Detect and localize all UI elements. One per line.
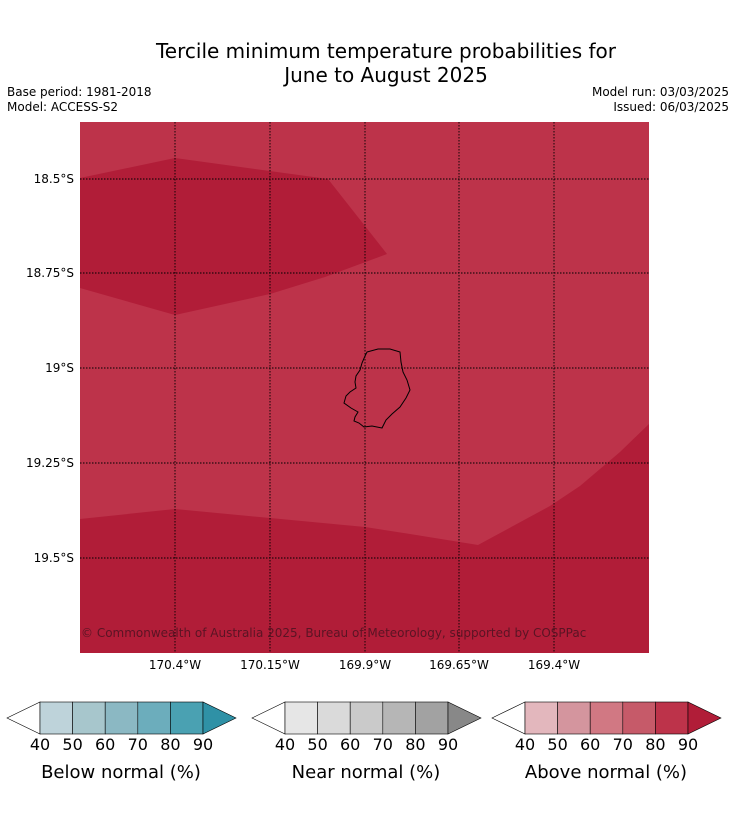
cbar-swatch [622, 701, 656, 735]
cbar-swatch [251, 701, 286, 735]
model-name: Model: ACCESS-S2 [7, 100, 119, 114]
longitude-label: 169.4°W [527, 658, 581, 672]
colorbar-tick: 40 [514, 735, 536, 754]
colorbar-tick: 50 [307, 735, 328, 754]
cbar-swatch [382, 701, 416, 735]
colorbar-label-below-normal: Below normal (%) [41, 762, 201, 783]
longitude-label: 170.15°W [240, 658, 300, 672]
cbar-swatch [524, 701, 558, 735]
longitude-label: 169.65°W [429, 658, 489, 672]
figure-title: Tercile minimum temperature probabilitie… [0, 39, 736, 87]
colorbar-tick: 90 [192, 735, 214, 754]
colorbar-below-normal-ticks: 40 50 60 70 80 90 [6, 736, 236, 756]
issued-date: Issued: 06/03/2025 [613, 100, 729, 114]
cbar-swatch [284, 701, 318, 735]
title-line-2: June to August 2025 [284, 63, 488, 87]
colorbar-tick: 50 [547, 735, 568, 754]
colorbar-below-normal-swatches [6, 701, 237, 735]
island-coastline [343, 348, 411, 429]
region-above-90-south [80, 424, 649, 653]
colorbar-tick: 70 [372, 735, 393, 754]
colorbar-near-normal-swatches [251, 701, 482, 735]
colorbar-tick: 60 [340, 735, 361, 754]
model-run: Model run: 03/03/2025 [591, 85, 729, 99]
meta-left: Base period: 1981-2018 Model: ACCESS-S2 [7, 85, 152, 115]
latitude-label: 18.75°S [26, 266, 74, 280]
colorbar-above-normal-ticks: 40 50 60 70 80 90 [491, 736, 721, 756]
cbar-swatch [6, 701, 41, 735]
cbar-swatch [317, 701, 351, 735]
colorbar-tick: 90 [437, 735, 459, 754]
colorbar-above-normal-swatches [491, 701, 722, 735]
colorbar-tick: 60 [95, 735, 116, 754]
base-period: Base period: 1981-2018 [7, 85, 152, 99]
region-above-90-north [80, 158, 387, 315]
cbar-swatch [202, 701, 237, 735]
cbar-swatch [447, 701, 482, 735]
colorbar-label-near-normal: Near normal (%) [291, 762, 441, 783]
colorbar-tick: 60 [580, 735, 601, 754]
copyright-notice: © Commonwealth of Australia 2025, Bureau… [81, 626, 587, 640]
cbar-swatch [137, 701, 171, 735]
colorbar-above-normal: 40 50 60 70 80 90 [491, 700, 722, 754]
cbar-swatch [349, 701, 384, 735]
cbar-swatch [104, 701, 139, 735]
colorbar-below-normal: 40 50 60 70 80 90 [6, 700, 237, 754]
colorbar-tick: 90 [677, 735, 699, 754]
map-svg [80, 122, 649, 653]
longitude-label: 170.4°W [148, 658, 202, 672]
latitude-label: 19.5°S [33, 551, 74, 565]
cbar-swatch [39, 701, 73, 735]
meta-right: Model run: 03/03/2025 Issued: 06/03/2025 [592, 85, 729, 115]
latitude-label: 19.25°S [26, 456, 74, 470]
colorbar-tick: 80 [405, 735, 426, 754]
colorbar-tick: 40 [274, 735, 296, 754]
cbar-swatch [557, 701, 591, 735]
latitude-label: 19°S [45, 361, 74, 375]
colorbar-tick: 50 [62, 735, 83, 754]
colorbar-tick: 40 [29, 735, 51, 754]
colorbar-tick: 80 [160, 735, 181, 754]
cbar-swatch [491, 701, 526, 735]
colorbar-tick: 70 [127, 735, 148, 754]
cbar-swatch [655, 701, 689, 735]
latitude-label: 18.5°S [33, 172, 74, 186]
colorbar-tick: 70 [612, 735, 633, 754]
colorbar-label-above-normal: Above normal (%) [524, 762, 688, 783]
cbar-swatch [415, 701, 449, 735]
longitude-label: 169.9°W [338, 658, 392, 672]
cbar-swatch [72, 701, 106, 735]
cbar-swatch [687, 701, 722, 735]
cbar-swatch [589, 701, 624, 735]
title-line-1: Tercile minimum temperature probabilitie… [155, 39, 617, 63]
cbar-swatch [170, 701, 204, 735]
map-panel[interactable] [80, 122, 649, 653]
colorbar-near-normal-ticks: 40 50 60 70 80 90 [251, 736, 481, 756]
colorbar-near-normal: 40 50 60 70 80 90 [251, 700, 482, 754]
gridlines [80, 122, 649, 653]
colorbar-tick: 80 [645, 735, 666, 754]
